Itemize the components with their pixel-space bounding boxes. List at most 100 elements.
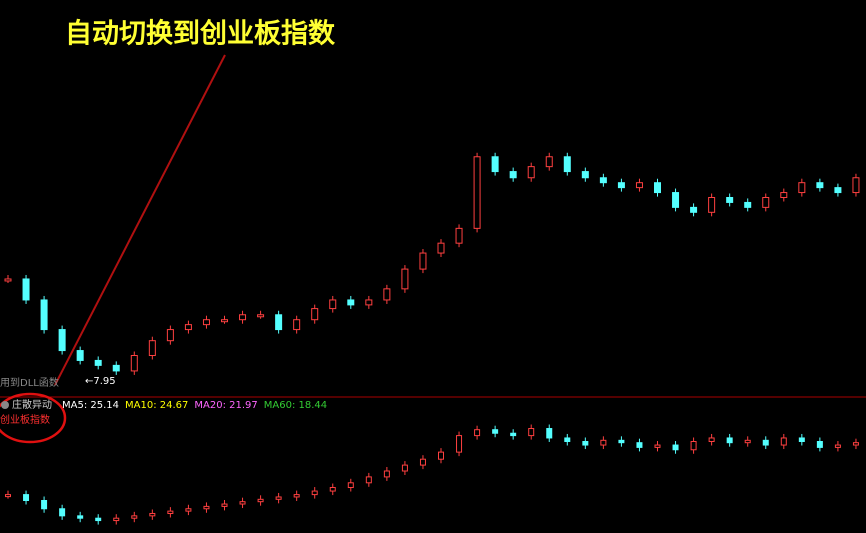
candle-body [636, 442, 643, 448]
candle-body [275, 496, 282, 500]
candle-body [599, 177, 607, 184]
candle-body [563, 156, 571, 173]
candle-body [654, 182, 661, 194]
candle-body [257, 314, 265, 318]
candle-body [41, 500, 48, 510]
candle-body [618, 439, 625, 444]
candle-body [456, 435, 463, 453]
candle-body [113, 517, 120, 522]
candle-body [203, 505, 210, 510]
candle-body [148, 340, 156, 356]
highlight-ellipse [0, 392, 67, 444]
candle-body [239, 501, 246, 505]
candle-body [76, 350, 84, 361]
candle-body [311, 490, 318, 496]
candle-body [690, 206, 698, 213]
ma-legend-entry: MA20: 21.97 [194, 400, 257, 411]
candle-body [564, 437, 571, 442]
candle-body [58, 329, 66, 352]
candle-body [798, 437, 805, 442]
candle-body [419, 458, 426, 466]
ma-legend-entry: MA10: 24.67 [125, 400, 188, 411]
candle-body [275, 314, 283, 331]
indicator-name: 庄散异动 [12, 398, 52, 411]
candle-body [40, 299, 48, 331]
candle-body [690, 441, 697, 451]
candle-body [94, 359, 102, 366]
candle-body [23, 494, 30, 502]
candle-body [293, 494, 300, 498]
candle-body [221, 503, 228, 507]
candle-body [852, 177, 860, 194]
candle-body [167, 510, 174, 514]
candle-body [419, 252, 427, 270]
candle-body [149, 512, 156, 517]
candle-body [852, 442, 859, 446]
candle-body [95, 517, 102, 522]
candle-body [780, 437, 787, 446]
candle-body [672, 444, 679, 451]
candle-body [834, 187, 842, 194]
candle-body [726, 197, 734, 203]
candle-body [329, 487, 336, 492]
candle-body [59, 508, 66, 517]
candle-body [582, 441, 589, 446]
annotation: 自动切换到创业板指数 [65, 18, 336, 50]
candle-body [762, 197, 770, 208]
candle-body [347, 482, 354, 489]
candle-body [545, 156, 553, 168]
candle-body [581, 171, 589, 179]
index-name: 创业板指数 [0, 413, 50, 426]
candle-body [780, 192, 788, 198]
candle-body [77, 515, 84, 519]
candle-body [474, 429, 481, 437]
candle-body [834, 444, 841, 448]
candle-body [510, 432, 517, 437]
candle-body [329, 299, 337, 310]
candle-body [4, 278, 12, 282]
candles [4, 152, 860, 525]
candle-body [744, 201, 752, 208]
candle-body [401, 268, 409, 290]
low-label: ←7.95 [85, 376, 116, 387]
candle-body [546, 428, 553, 439]
candle-body [130, 355, 138, 372]
pointer-line [54, 54, 226, 386]
candle-body [221, 319, 228, 323]
candle-body [257, 498, 264, 503]
candle-body [708, 437, 715, 442]
candle-body [293, 319, 301, 331]
candle-body [365, 476, 372, 484]
ma-legend-entry: MA60: 18.44 [264, 400, 327, 411]
candle-body [455, 227, 463, 244]
candle-body [654, 444, 661, 448]
candle-body [798, 182, 806, 194]
candle-body [239, 314, 247, 321]
candle-body [528, 428, 535, 437]
indicator-icon [1, 401, 9, 409]
candle-body [347, 299, 355, 306]
candle-body [383, 470, 390, 478]
candle-body [473, 156, 481, 229]
candle-body [202, 319, 210, 326]
candle-body [509, 171, 517, 179]
candle-body [184, 324, 192, 331]
candle-body [112, 364, 120, 372]
candle-body [527, 166, 535, 179]
candle-body [600, 439, 607, 446]
candle-body [438, 451, 444, 460]
candle-body [816, 441, 823, 448]
candle-body [816, 182, 824, 189]
candle-body [401, 464, 408, 472]
candle-body [491, 156, 499, 173]
candle-body [492, 429, 499, 434]
candle-body [744, 439, 751, 444]
candle-body [131, 515, 138, 519]
candle-body [5, 494, 11, 498]
candle-body [383, 288, 391, 301]
candle-body [365, 299, 373, 306]
candle-body [708, 197, 716, 213]
candle-body [672, 192, 680, 208]
